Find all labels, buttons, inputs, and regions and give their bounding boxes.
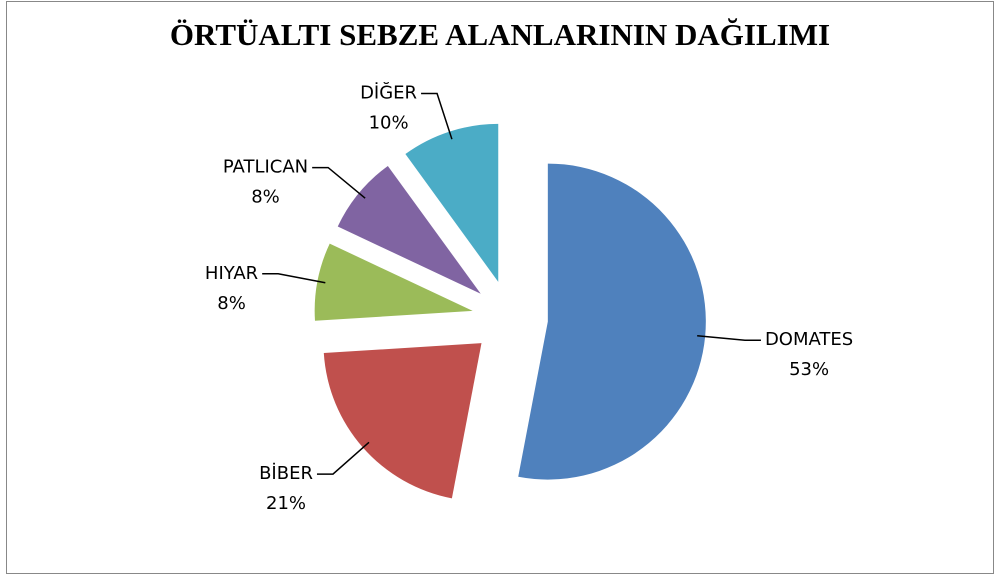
- pie-slice: [518, 163, 706, 480]
- leader-line: [316, 441, 370, 475]
- slice-value-label: 10%: [369, 113, 409, 134]
- slice-value-label: 8%: [251, 187, 280, 208]
- pie-slice: [405, 123, 499, 282]
- slice-label: DİĞER: [360, 82, 417, 104]
- pie-slice: [323, 343, 482, 499]
- leader-line: [421, 92, 453, 140]
- leader-line: [312, 166, 366, 199]
- pie-slice: [337, 165, 481, 294]
- leader-line: [697, 334, 761, 341]
- slice-label: DOMATES: [765, 329, 853, 350]
- chart-frame: [6, 1, 994, 574]
- pie-slice: [314, 243, 473, 321]
- slice-label: BİBER: [259, 463, 313, 484]
- slice-label: HIYAR: [205, 263, 258, 284]
- slice-value-label: 53%: [789, 359, 829, 380]
- chart-title: ÖRTÜALTI SEBZE ALANLARININ DAĞILIMI: [170, 17, 830, 52]
- leader-line: [262, 273, 326, 284]
- slice-value-label: 8%: [217, 293, 246, 314]
- slice-label: PATLICAN: [223, 157, 308, 178]
- slice-value-label: 21%: [266, 493, 306, 514]
